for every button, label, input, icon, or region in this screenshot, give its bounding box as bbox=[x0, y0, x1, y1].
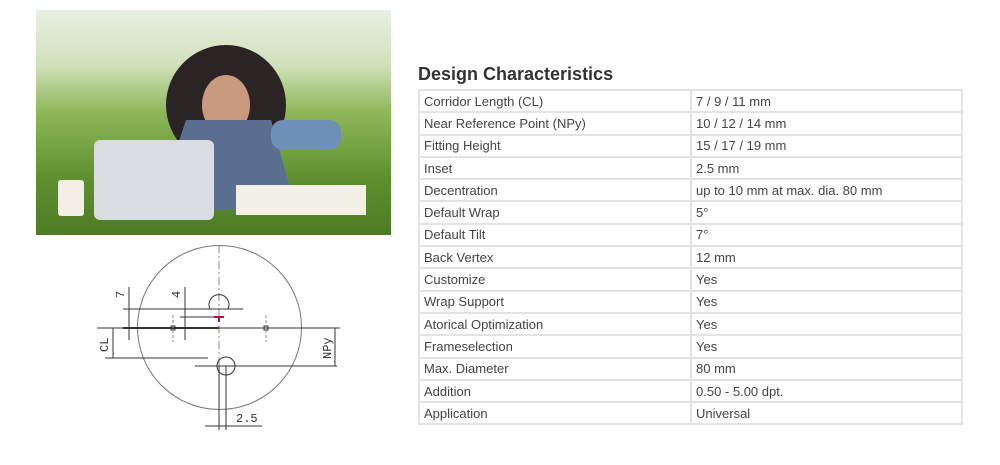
row-label: Near Reference Point (NPy) bbox=[418, 111, 692, 136]
row-value: Yes bbox=[690, 334, 963, 359]
section-heading: Design Characteristics bbox=[418, 64, 614, 84]
row-value: 15 / 17 / 19 mm bbox=[690, 133, 963, 158]
row-value: Yes bbox=[690, 267, 963, 292]
design-characteristics-table: Corridor Length (CL) 7 / 9 / 11 mm Near Re… bbox=[418, 88, 963, 426]
row-value: 0.50 - 5.00 dpt. bbox=[690, 378, 963, 404]
table-row: Default Wrap 5° bbox=[418, 200, 963, 225]
table-row: Decentration up to 10 mm at max. dia. 80 … bbox=[418, 178, 963, 203]
table-row: Near Reference Point (NPy) 10 / 12 / 14 m… bbox=[418, 111, 963, 136]
row-label: Frameselection bbox=[418, 334, 692, 359]
row-value: 5° bbox=[690, 200, 963, 225]
table-row: Max. Diameter 80 mm bbox=[418, 356, 963, 381]
table-row: Back Vertex 12 mm bbox=[418, 245, 963, 270]
table-row: Customize Yes bbox=[418, 267, 963, 292]
table-row: Frameselection Yes bbox=[418, 334, 963, 359]
table-row: Default Tilt 7° bbox=[418, 222, 963, 248]
dim-label-npy: NPy bbox=[321, 337, 335, 359]
row-value: 10 / 12 / 14 mm bbox=[690, 111, 963, 136]
row-label: Decentration bbox=[418, 178, 692, 203]
row-value: 12 mm bbox=[690, 245, 963, 270]
table-row: Inset 2.5 mm bbox=[418, 155, 963, 181]
table-row: Atorical Optimization Yes bbox=[418, 311, 963, 337]
row-value: up to 10 mm at max. dia. 80 mm bbox=[690, 178, 963, 203]
table-row: Wrap Support Yes bbox=[418, 289, 963, 314]
row-label: Fitting Height bbox=[418, 133, 692, 158]
row-value: 2.5 mm bbox=[690, 155, 963, 181]
row-label: Customize bbox=[418, 267, 692, 292]
row-value: 80 mm bbox=[690, 356, 963, 381]
row-label: Corridor Length (CL) bbox=[418, 88, 692, 114]
table-row: Application Universal bbox=[418, 401, 963, 426]
row-label: Addition bbox=[418, 378, 692, 404]
row-value: Yes bbox=[690, 311, 963, 337]
table-row: Corridor Length (CL) 7 / 9 / 11 mm bbox=[418, 88, 963, 114]
dim-label-4: 4 bbox=[170, 291, 184, 298]
row-label: Atorical Optimization bbox=[418, 311, 692, 337]
dim-label-cl: CL bbox=[98, 338, 112, 352]
row-label: Default Wrap bbox=[418, 200, 692, 225]
row-label: Application bbox=[418, 401, 692, 426]
table-row: Addition 0.50 - 5.00 dpt. bbox=[418, 378, 963, 404]
row-value: 7° bbox=[690, 222, 963, 248]
row-value: Yes bbox=[690, 289, 963, 314]
lens-layout-diagram: 7 4 CL NPy 2.5 bbox=[97, 245, 340, 430]
row-label: Default Tilt bbox=[418, 222, 692, 248]
table-row: Fitting Height 15 / 17 / 19 mm bbox=[418, 133, 963, 158]
dim-label-7: 7 bbox=[114, 291, 128, 298]
student-laptop-photo bbox=[36, 10, 391, 235]
row-value: Universal bbox=[690, 401, 963, 426]
dim-label-inset: 2.5 bbox=[236, 412, 258, 426]
row-value: 7 / 9 / 11 mm bbox=[690, 88, 963, 114]
row-label: Wrap Support bbox=[418, 289, 692, 314]
row-label: Inset bbox=[418, 155, 692, 181]
row-label: Max. Diameter bbox=[418, 356, 692, 381]
row-label: Back Vertex bbox=[418, 245, 692, 270]
